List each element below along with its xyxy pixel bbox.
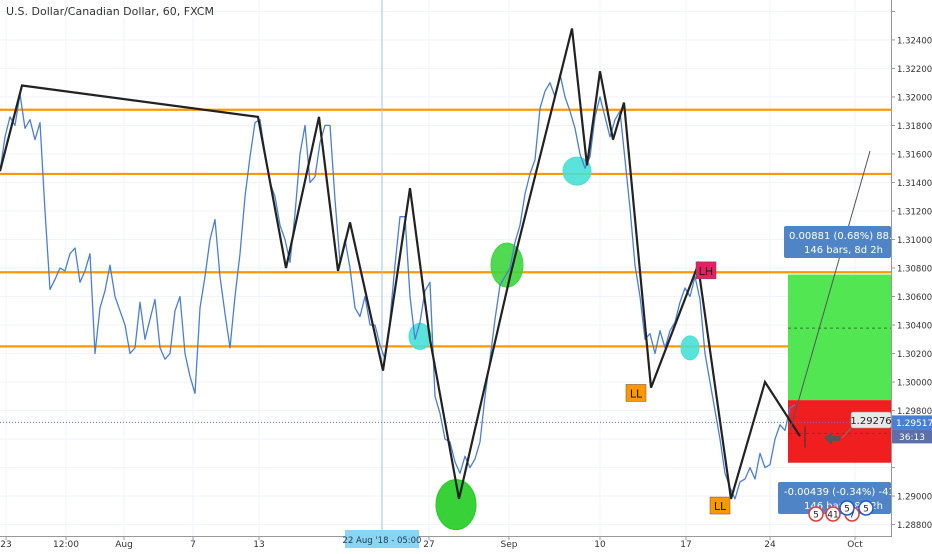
marker-price-text: 1.29276 xyxy=(850,416,891,427)
loss-zone xyxy=(788,400,892,463)
crosshair-x-label-box xyxy=(345,530,419,548)
event-flag xyxy=(808,506,824,522)
target-info-line2: 146 bars, 8d 2h xyxy=(804,245,883,256)
ellipse-marker xyxy=(490,242,524,288)
long-position-tool[interactable] xyxy=(788,274,892,463)
y-tick-label: 1.31200 xyxy=(897,207,932,217)
ellipse-marker xyxy=(680,335,700,361)
swing-label-box xyxy=(695,261,717,280)
crosshair-x-label: 22 Aug '18 - 05:00 xyxy=(343,536,422,546)
y-tick-label: 1.30400 xyxy=(897,322,932,332)
swing-label-text: LL xyxy=(630,387,643,400)
ellipse-annotations[interactable] xyxy=(408,156,700,531)
y-axis-background xyxy=(892,0,932,550)
countdown-label: 36:13 xyxy=(899,433,925,443)
event-flag-text: 41 xyxy=(827,511,838,521)
y-tick-label: 1.31000 xyxy=(897,236,932,246)
y-tick-label: 1.30600 xyxy=(897,293,932,303)
x-tick-label: Aug xyxy=(115,540,133,550)
target-info-line1: 0.00881 (0.68%) 88.1 xyxy=(789,231,899,242)
y-tick-label: 1.30200 xyxy=(897,350,932,360)
x-tick-label: 10 xyxy=(594,540,606,550)
current-price-box xyxy=(892,415,932,430)
zigzag-line xyxy=(0,28,801,500)
x-tick-label: 23 xyxy=(0,540,11,550)
marker-leader xyxy=(841,427,852,439)
zigzag-pattern[interactable] xyxy=(0,28,801,500)
price-line xyxy=(0,73,796,500)
x-tick-label: 27 xyxy=(423,540,434,550)
swing-label-box xyxy=(709,496,731,515)
projection-line xyxy=(789,150,871,431)
swing-labels[interactable]: LH LL LL xyxy=(625,261,731,515)
current-price-label: 1.29517 xyxy=(896,419,932,429)
x-tick-label: 12:00 xyxy=(53,540,79,550)
y-tick-label: 1.29000 xyxy=(897,493,932,503)
event-flag xyxy=(839,500,855,516)
x-tick-label: Oct xyxy=(847,540,863,550)
event-flag xyxy=(825,506,841,522)
y-tick-label: 1.28800 xyxy=(897,521,932,531)
price-series xyxy=(0,73,891,500)
y-tick-label: 1.32200 xyxy=(897,65,932,75)
y-tick-label: 1.31600 xyxy=(897,150,932,160)
event-flags[interactable]: 5 41 75 5 xyxy=(808,500,874,522)
swing-label-text: LH xyxy=(699,265,713,278)
position-arrow-icon xyxy=(824,432,840,445)
chart-title: U.S. Dollar/Canadian Dollar, 60, FXCM xyxy=(6,5,214,18)
y-tick-label: 1.32400 xyxy=(897,36,932,46)
y-tick-label: 1.31800 xyxy=(897,122,932,132)
y-tick-label: 1.32000 xyxy=(897,93,932,103)
profit-zone xyxy=(788,274,892,401)
event-flag-text: 5 xyxy=(863,505,869,515)
event-flag xyxy=(858,500,874,516)
grid xyxy=(0,0,891,536)
target-info-box xyxy=(784,226,891,258)
event-flag-text: 7 xyxy=(849,511,855,521)
y-tick-label: 1.30800 xyxy=(897,265,932,275)
countdown-box xyxy=(892,429,932,444)
horizontal-levels[interactable] xyxy=(0,108,891,348)
x-tick-label: Sep xyxy=(501,540,518,550)
swing-label-box xyxy=(625,384,647,402)
y-tick-label: 1.31400 xyxy=(897,179,932,189)
x-tick-label: 7 xyxy=(190,540,196,550)
x-tick-label: 13 xyxy=(253,540,264,550)
x-tick-label: 17 xyxy=(680,540,691,550)
y-tick-label: 1.29800 xyxy=(897,407,932,417)
event-flag-text: 5 xyxy=(844,505,850,515)
x-axis-background xyxy=(0,537,932,550)
y-tick-label: 1.30000 xyxy=(897,379,932,389)
x-tick-label: 24 xyxy=(764,540,776,550)
stop-info-line1: -0.00439 (-0.34%) -43. xyxy=(784,487,898,498)
event-flag-text: 5 xyxy=(813,511,819,521)
swing-label-text: LL xyxy=(714,500,727,513)
